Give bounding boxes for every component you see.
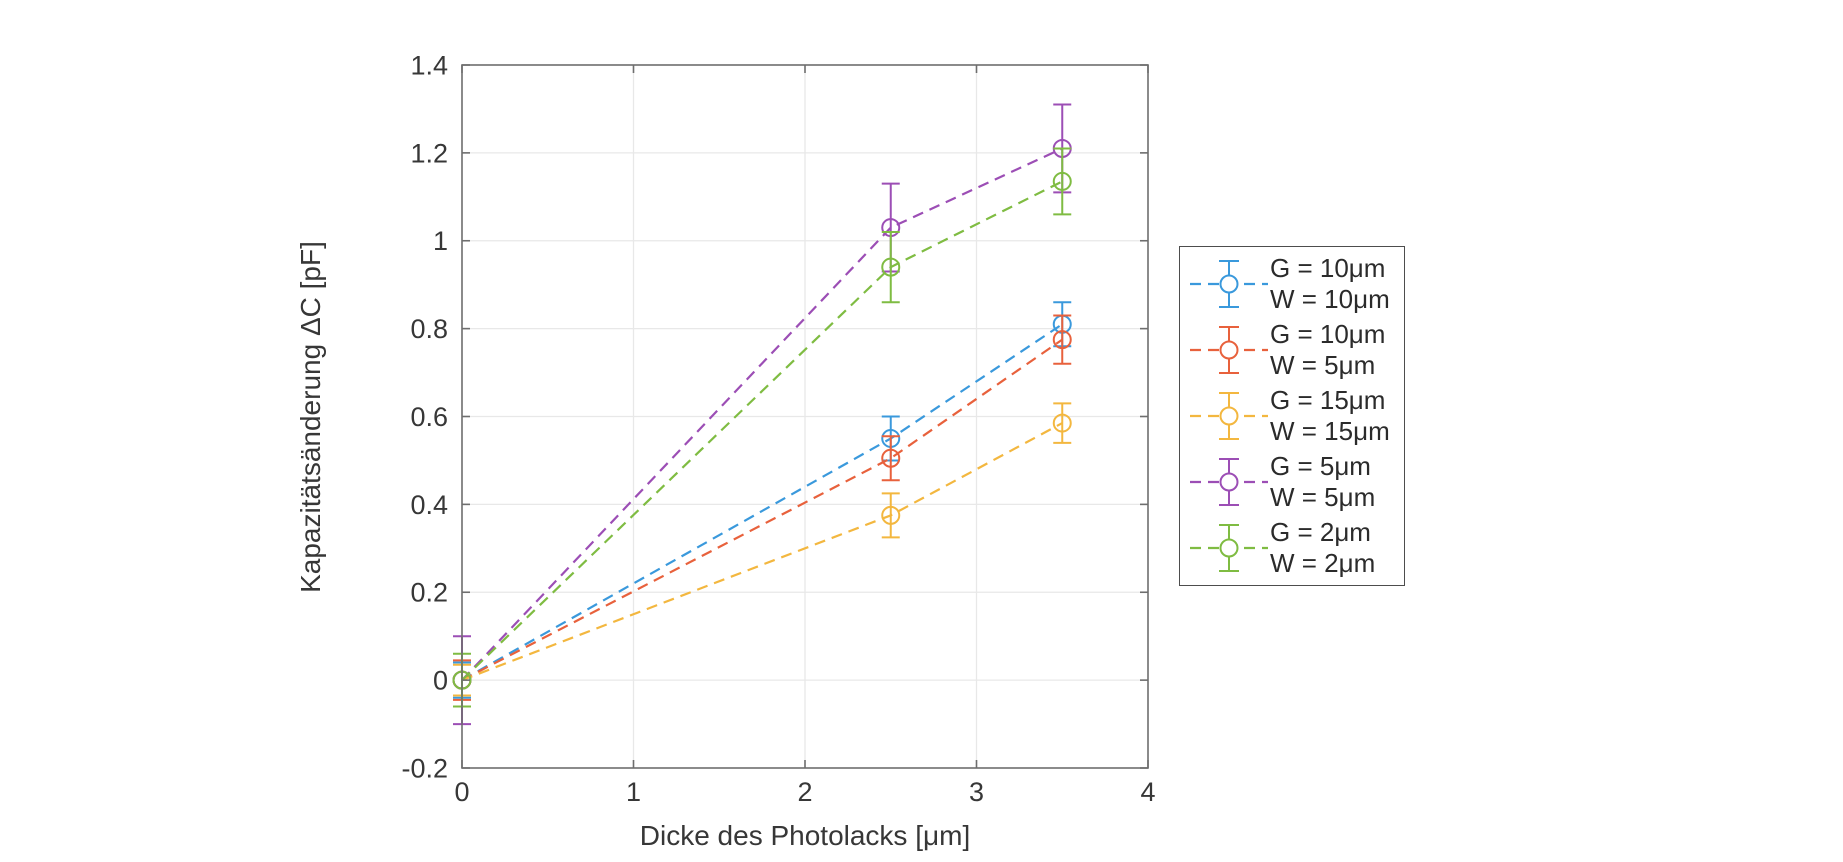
legend-label: G = 10μm W = 10μm bbox=[1270, 253, 1390, 315]
legend-item-2: G = 15μm W = 15μm bbox=[1180, 383, 1404, 449]
legend-label-line1: G = 2μm bbox=[1270, 517, 1371, 547]
x-axis-label: Dicke des Photolacks [μm] bbox=[640, 820, 970, 851]
legend-label-line1: G = 15μm bbox=[1270, 385, 1386, 415]
y-tick-label: -0.2 bbox=[401, 753, 448, 783]
y-tick-label: 0.8 bbox=[410, 314, 448, 344]
y-axis-label: Kapazitätsänderung ΔC [pF] bbox=[295, 241, 326, 593]
legend-label: G = 10μm W = 5μm bbox=[1270, 319, 1385, 381]
y-tick-label: 0.4 bbox=[410, 490, 448, 520]
legend-label: G = 5μm W = 5μm bbox=[1270, 451, 1375, 513]
y-tick-label: 0.2 bbox=[410, 578, 448, 608]
series-3 bbox=[452, 103, 1072, 726]
legend-errorbar-marker-icon bbox=[1190, 260, 1268, 308]
legend-item-4: G = 2μm W = 2μm bbox=[1180, 515, 1404, 581]
legend-errorbar-marker-icon bbox=[1190, 326, 1268, 374]
x-tick-label: 2 bbox=[797, 777, 812, 807]
y-tick-label: 1.4 bbox=[410, 50, 448, 80]
y-tick-label: 1 bbox=[433, 226, 448, 256]
legend-label-line1: G = 10μm bbox=[1270, 319, 1386, 349]
legend-item-1: G = 10μm W = 5μm bbox=[1180, 317, 1404, 383]
x-tick-label: 3 bbox=[969, 777, 984, 807]
tick-labels: 0 1 2 3 4-0.200.20.40.60.811.21.4 bbox=[401, 50, 1155, 807]
legend-label-line2: W = 2μm bbox=[1270, 548, 1376, 578]
y-tick-label: 0 bbox=[433, 666, 448, 696]
legend-label-line2: W = 10μm bbox=[1270, 284, 1390, 314]
legend-label: G = 15μm W = 15μm bbox=[1270, 385, 1390, 447]
legend-label: G = 2μm W = 2μm bbox=[1270, 517, 1375, 579]
x-tick-label: 4 bbox=[1140, 777, 1155, 807]
legend: G = 10μm W = 10μm G = 10μm W = 5μm G = 15μm W… bbox=[1179, 246, 1405, 586]
x-tick-label: 0 bbox=[454, 777, 469, 807]
series-2 bbox=[452, 402, 1072, 697]
y-tick-label: 1.2 bbox=[410, 138, 448, 168]
legend-label-line2: W = 5μm bbox=[1270, 350, 1376, 380]
y-tick-label: 0.6 bbox=[410, 402, 448, 432]
legend-errorbar-marker-icon bbox=[1190, 458, 1268, 506]
axis-ticks bbox=[461, 64, 1149, 769]
legend-item-0: G = 10μm W = 10μm bbox=[1180, 251, 1404, 317]
gridlines bbox=[462, 65, 1148, 768]
series-4 bbox=[452, 147, 1072, 708]
series-0 bbox=[452, 301, 1072, 699]
legend-label-line1: G = 10μm bbox=[1270, 253, 1386, 283]
legend-errorbar-marker-icon bbox=[1190, 524, 1268, 572]
legend-item-3: G = 5μm W = 5μm bbox=[1180, 449, 1404, 515]
series-layer bbox=[452, 103, 1072, 726]
series-1 bbox=[452, 314, 1072, 701]
legend-label-line2: W = 5μm bbox=[1270, 482, 1376, 512]
legend-errorbar-marker-icon bbox=[1190, 392, 1268, 440]
x-tick-label: 1 bbox=[626, 777, 641, 807]
legend-label-line2: W = 15μm bbox=[1270, 416, 1390, 446]
legend-label-line1: G = 5μm bbox=[1270, 451, 1371, 481]
